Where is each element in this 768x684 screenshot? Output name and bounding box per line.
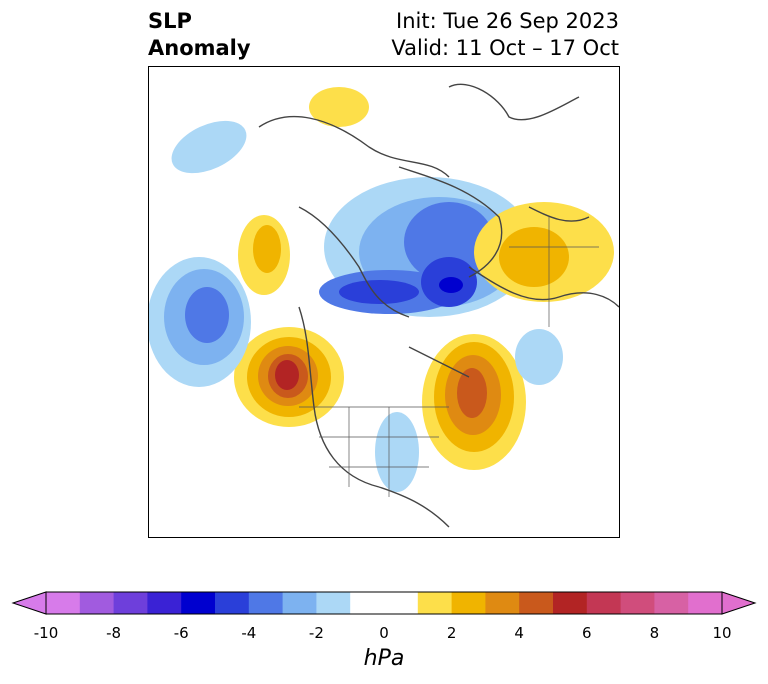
title-line-2: Anomaly — [148, 36, 251, 60]
colorbar-cell — [79, 592, 115, 614]
colorbar-cell — [620, 592, 655, 614]
colorbar-cell — [688, 592, 723, 614]
colorbar-over-arrow — [721, 591, 757, 615]
colorbar-tick-label: -4 — [241, 624, 257, 642]
colorbar-tick-label: 6 — [582, 624, 592, 642]
colorbar-tick-label: 2 — [446, 624, 457, 642]
init-date: Init: Tue 26 Sep 2023 — [396, 9, 619, 33]
colorbar-tick-label: 4 — [514, 624, 524, 642]
colorbar-frame — [45, 591, 723, 615]
colorbar-cell — [215, 592, 250, 614]
colorbar — [11, 591, 757, 615]
country-borders — [299, 217, 599, 497]
colorbar-cell — [248, 592, 284, 614]
colorbar-tick-label: 10 — [712, 624, 732, 642]
colorbar-cell — [147, 592, 182, 614]
colorbar-tick-label: -6 — [173, 624, 189, 642]
map-canvas — [149, 83, 619, 528]
colorbar-tick-label: -8 — [106, 624, 122, 642]
slp-anomaly-map — [148, 66, 620, 538]
colorbar-tick-label: 8 — [649, 624, 660, 642]
colorbar-unit: hPa — [363, 646, 405, 671]
colorbar-tick-label: -10 — [33, 624, 59, 642]
colorbar-cell — [417, 592, 453, 614]
forecast-dates: Init: Tue 26 Sep 2023 Valid: 11 Oct – 17… — [391, 8, 619, 62]
colorbar-cell — [485, 592, 520, 614]
colorbar-cell — [282, 592, 317, 614]
colorbar-cell — [384, 592, 419, 614]
colorbar-cell — [350, 592, 385, 614]
colorbar-cell — [553, 592, 588, 614]
valid-range: Valid: 11 Oct – 17 Oct — [391, 36, 619, 60]
colorbar-cells — [46, 592, 723, 614]
colorbar-cell — [586, 592, 622, 614]
colorbar-cell — [519, 592, 554, 614]
colorbar-tick-label: -2 — [308, 624, 324, 642]
colorbar-tick-label: 0 — [379, 624, 389, 642]
colorbar-cell — [316, 592, 351, 614]
colorbar-cell — [113, 592, 148, 614]
colorbar-cell — [181, 592, 216, 614]
colorbar-under-arrow — [11, 591, 47, 615]
anomaly-fill — [149, 87, 614, 492]
colorbar-cell — [46, 592, 81, 614]
colorbar-cell — [654, 592, 689, 614]
title-line-1: SLP — [148, 9, 192, 33]
map-title: SLP Anomaly — [148, 8, 251, 62]
colorbar-cell — [451, 592, 486, 614]
